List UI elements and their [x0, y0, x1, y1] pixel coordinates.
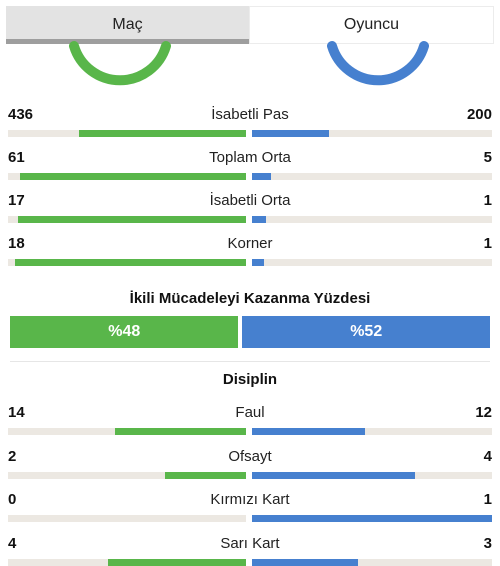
home-possession-arc [69, 41, 171, 86]
stat-label: Sarı Kart [220, 535, 280, 552]
away-bar-fill [252, 559, 358, 566]
home-bar-fill [107, 559, 246, 566]
duel-home-percent: %48 [10, 316, 239, 348]
stat-label: Ofsayt [228, 448, 272, 465]
away-possession-arc [327, 41, 429, 86]
stat-row: Sarı Kart 4 3 [8, 535, 492, 566]
home-value: 61 [8, 149, 25, 166]
away-value: 1 [483, 235, 492, 252]
tab-match[interactable]: Maç [6, 6, 249, 44]
stat-row: Toplam Orta 61 5 [8, 149, 492, 180]
duel-away-percent: %52 [242, 316, 490, 348]
away-bar-track [252, 130, 492, 137]
home-value: 14 [8, 404, 25, 421]
away-value: 3 [483, 535, 492, 552]
home-bar-track [8, 130, 246, 137]
away-value: 12 [475, 404, 492, 421]
away-bar-track [252, 515, 492, 522]
home-bar-track [8, 559, 246, 566]
away-value: 5 [483, 149, 492, 166]
stat-row: İsabetli Orta 17 1 [8, 192, 492, 223]
home-bar-track [8, 216, 246, 223]
home-value: 18 [8, 235, 25, 252]
away-bar-fill [252, 173, 272, 180]
home-bar-track [8, 472, 246, 479]
away-bar-track [252, 216, 492, 223]
away-bar-fill [252, 259, 264, 266]
stat-label: Toplam Orta [209, 149, 291, 166]
stat-row: İsabetli Pas 436 200 [8, 106, 492, 137]
tab-bar: Maç Oyuncu [6, 6, 494, 44]
away-value: 1 [483, 491, 492, 508]
stat-label: İsabetli Pas [211, 106, 289, 123]
stat-label: İsabetli Orta [209, 192, 291, 209]
home-bar-track [8, 515, 246, 522]
away-bar-track [252, 173, 492, 180]
home-bar-track [8, 259, 246, 266]
away-bar-track [252, 428, 492, 435]
home-bar-track [8, 428, 246, 435]
away-value: 4 [483, 448, 492, 465]
home-bar-fill [79, 130, 246, 137]
stat-row: Faul 14 12 [8, 404, 492, 435]
home-value: 4 [8, 535, 17, 552]
duel-bar: %48 %52 [10, 316, 490, 348]
away-bar-fill [252, 428, 365, 435]
away-bar-fill [252, 515, 492, 522]
stat-row: Kırmızı Kart 0 1 [8, 491, 492, 522]
stat-label: Kırmızı Kart [210, 491, 290, 508]
duel-title: İkili Mücadeleyi Kazanma Yüzdesi [129, 290, 371, 307]
divider [10, 361, 490, 362]
home-bar-fill [17, 216, 246, 223]
home-bar-fill [15, 259, 246, 266]
away-bar-track [252, 472, 492, 479]
away-bar-fill [252, 130, 329, 137]
away-value: 1 [483, 192, 492, 209]
discipline-title: Disiplin [222, 371, 278, 388]
tab-player[interactable]: Oyuncu [249, 6, 494, 44]
away-bar-fill [252, 216, 267, 223]
stat-row: Korner 18 1 [8, 235, 492, 266]
stat-label: Korner [227, 235, 273, 252]
home-value: 17 [8, 192, 25, 209]
home-bar-fill [115, 428, 246, 435]
away-bar-fill [252, 472, 416, 479]
stat-label: Faul [235, 404, 265, 421]
away-bar-track [252, 259, 492, 266]
home-bar-fill [165, 472, 246, 479]
away-bar-track [252, 559, 492, 566]
home-value: 0 [8, 491, 17, 508]
away-value: 200 [466, 106, 492, 123]
stat-row: Ofsayt 2 4 [8, 448, 492, 479]
home-value: 436 [8, 106, 34, 123]
home-bar-track [8, 173, 246, 180]
home-bar-fill [19, 173, 246, 180]
home-value: 2 [8, 448, 17, 465]
